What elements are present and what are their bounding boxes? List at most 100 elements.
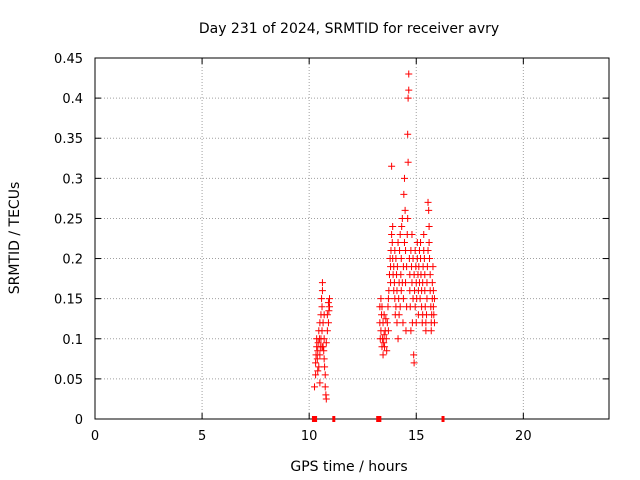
data-point — [325, 307, 333, 315]
data-point — [420, 230, 428, 238]
data-point — [405, 86, 413, 94]
data-point — [380, 339, 388, 347]
data-point — [316, 379, 324, 387]
data-point — [397, 255, 405, 263]
y-tick-label: 0.15 — [54, 293, 83, 308]
data-point — [389, 222, 397, 230]
data-point — [410, 351, 418, 359]
data-point — [397, 287, 405, 295]
data-point — [404, 214, 412, 222]
data-point — [318, 287, 326, 295]
data-point — [408, 230, 416, 238]
data-point — [380, 311, 388, 319]
data-point — [398, 222, 406, 230]
data-point — [424, 247, 432, 255]
data-point — [382, 335, 390, 343]
data-point — [312, 359, 320, 367]
data-point — [417, 239, 425, 247]
x-tick-label: 10 — [301, 429, 318, 444]
data-point — [314, 347, 322, 355]
data-point — [429, 303, 437, 311]
data-point — [384, 303, 392, 311]
data-point — [326, 295, 334, 303]
data-point — [407, 327, 415, 335]
x-axis-label: GPS time / hours — [290, 459, 407, 475]
data-point — [393, 319, 401, 327]
y-tick-label: 0.3 — [62, 172, 83, 187]
data-point — [400, 239, 408, 247]
data-point — [384, 295, 392, 303]
data-point — [428, 279, 436, 287]
data-point — [427, 327, 435, 335]
data-point — [401, 206, 409, 214]
data-point — [323, 327, 331, 335]
data-point — [378, 303, 386, 311]
data-point — [425, 239, 433, 247]
data-point — [320, 355, 328, 363]
data-point — [402, 279, 410, 287]
data-point — [380, 331, 388, 339]
x-axis-ticks: 0 5 10 15 20 — [91, 58, 532, 444]
data-point — [411, 303, 419, 311]
grid — [95, 58, 609, 419]
data-point — [313, 355, 321, 363]
data-point — [324, 299, 332, 307]
data-point — [320, 311, 328, 319]
y-tick-label: 0.4 — [62, 92, 83, 107]
y-tick-label: 0.25 — [54, 212, 83, 227]
data-point — [429, 287, 437, 295]
y-axis-ticks: 0 0.05 0.1 0.15 0.2 0.25 0.3 0.35 0.4 0.45 — [54, 52, 609, 428]
data-point — [381, 343, 389, 351]
data-point — [321, 383, 329, 391]
data-point — [396, 303, 404, 311]
data-point — [388, 162, 396, 170]
data-point — [400, 174, 408, 182]
x-tick-label: 5 — [198, 429, 206, 444]
data-point — [320, 335, 328, 343]
data-point — [425, 222, 433, 230]
data-point — [412, 319, 420, 327]
y-tick-label: 0.1 — [62, 333, 83, 348]
data-point — [311, 383, 319, 391]
data-point — [393, 263, 401, 271]
data-point — [316, 351, 324, 359]
data-point — [405, 70, 413, 78]
data-points — [311, 70, 438, 403]
data-point — [430, 311, 438, 319]
data-point — [404, 130, 412, 138]
data-point — [312, 371, 320, 379]
data-point — [426, 255, 434, 263]
data-point — [399, 319, 407, 327]
data-point — [384, 327, 392, 335]
bottom-marker — [441, 416, 445, 422]
data-point — [382, 315, 390, 323]
data-point — [326, 303, 334, 311]
data-point — [426, 271, 434, 279]
y-tick-label: 0.45 — [54, 52, 83, 67]
bottom-markers — [311, 416, 445, 422]
x-tick-label: 0 — [91, 429, 99, 444]
data-point — [430, 295, 438, 303]
data-point — [324, 319, 332, 327]
data-point — [410, 359, 418, 367]
data-point — [377, 295, 385, 303]
axes — [94, 57, 610, 420]
data-point — [314, 339, 322, 347]
data-point — [425, 206, 433, 214]
data-point — [430, 319, 438, 327]
data-point — [322, 395, 330, 403]
bottom-marker — [314, 416, 318, 422]
data-point — [321, 363, 329, 371]
y-tick-label: 0 — [75, 413, 83, 428]
y-tick-label: 0.35 — [54, 132, 83, 147]
data-point — [424, 198, 432, 206]
data-point — [322, 339, 330, 347]
plot-frame — [94, 57, 610, 420]
y-axis-label: SRMTID / TECUs — [7, 182, 23, 295]
data-point — [396, 230, 404, 238]
data-point — [395, 311, 403, 319]
data-point — [320, 347, 328, 355]
data-point — [400, 190, 408, 198]
data-point — [379, 351, 387, 359]
data-point — [404, 158, 412, 166]
